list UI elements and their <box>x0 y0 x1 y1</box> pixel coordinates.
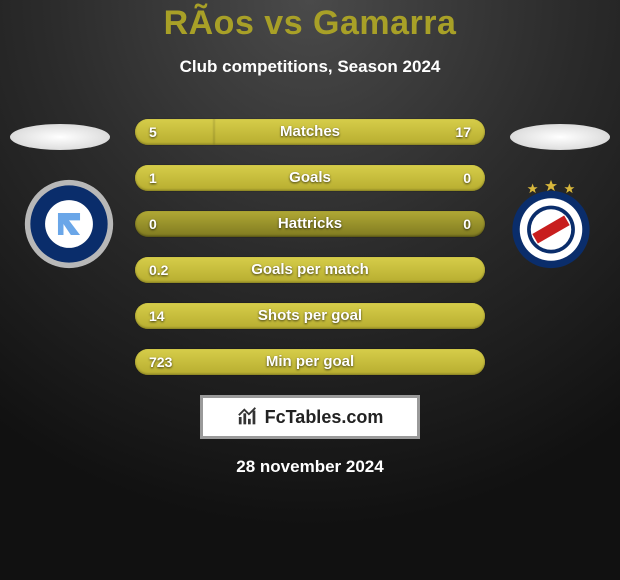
stat-label: Goals per match <box>135 257 485 283</box>
comparison-card: RÃos vs Gamarra Club competitions, Seaso… <box>0 0 620 580</box>
stat-label: Hattricks <box>135 211 485 237</box>
brand-badge[interactable]: FcTables.com <box>200 395 420 439</box>
stat-rows: 517Matches 10Goals 00Hattricks 0.2Goals per… <box>0 119 620 375</box>
stat-row: 723Min per goal <box>135 349 485 375</box>
stat-label: Matches <box>135 119 485 145</box>
stat-row: 517Matches <box>135 119 485 145</box>
stat-row: 0.2Goals per match <box>135 257 485 283</box>
brand-label: FcTables.com <box>265 407 384 428</box>
stat-label: Goals <box>135 165 485 191</box>
stat-label: Min per goal <box>135 349 485 375</box>
date-label: 28 november 2024 <box>0 457 620 477</box>
subtitle: Club competitions, Season 2024 <box>0 57 620 77</box>
stat-row: 14Shots per goal <box>135 303 485 329</box>
stat-row: 10Goals <box>135 165 485 191</box>
brand-icon <box>237 406 259 428</box>
stat-label: Shots per goal <box>135 303 485 329</box>
page-title: RÃos vs Gamarra <box>0 4 620 43</box>
content: RÃos vs Gamarra Club competitions, Seaso… <box>0 0 620 477</box>
stat-row: 00Hattricks <box>135 211 485 237</box>
